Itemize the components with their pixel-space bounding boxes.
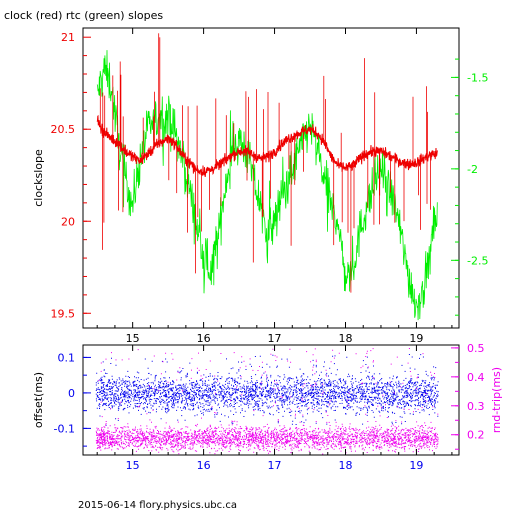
offset-points	[95, 354, 439, 426]
bottom-x-tick-label: 15	[126, 459, 140, 472]
bottom-left-y-tick-label: 0.1	[58, 351, 76, 364]
top-left-y-tick-label: 21	[61, 31, 75, 44]
clock-series-group	[96, 33, 438, 293]
bottom-right-y-tick-label: 0.3	[467, 400, 485, 413]
bottom-x-tick-label: 17	[268, 459, 282, 472]
top-x-tick-label: 17	[268, 332, 282, 345]
top-left-y-tick-label: 19.5	[51, 307, 76, 320]
bottom-x-tick-label: 19	[409, 459, 423, 472]
top-right-y-ticks: -1.5 -2 -2.5	[451, 58, 488, 316]
bottom-right-y-ticks: 0.5 0.4 0.3 0.2	[451, 342, 485, 450]
top-right-y-tick-label: -1.5	[467, 71, 488, 84]
top-panel: 15 16 17 18 19 21 20.5 20 19.5 -1.5 -2 -2.5 clock…	[32, 27, 488, 345]
footer-label: 2015-06-14 flory.physics.ubc.ca	[78, 500, 237, 511]
rtc-series-group	[96, 50, 438, 321]
top-left-y-tick-label: 20.5	[51, 123, 76, 136]
rtc-series-line	[96, 50, 438, 321]
top-x-tick-label: 16	[197, 332, 211, 345]
bottom-left-y-ticks: 0.1 0 -0.1	[54, 351, 91, 447]
offset-scatter	[95, 354, 439, 426]
top-x-tick-label: 15	[126, 332, 140, 345]
top-plot-frame	[82, 27, 460, 329]
top-right-y-tick-label: -2	[467, 163, 478, 176]
bottom-panel: 15 16 17 18 19 0.1 0 -0.1 0.5 0.4 0.3 0.2 offset(…	[32, 342, 503, 472]
bottom-plot-frame	[82, 344, 460, 456]
top-x-tick-label: 18	[338, 332, 352, 345]
top-left-y-tick-label: 20	[61, 215, 75, 228]
rnd-trip-points	[95, 348, 439, 455]
top-x-tick-label: 19	[409, 332, 423, 345]
bottom-right-y-axis-label: rnd-trip(ms)	[490, 367, 503, 433]
bottom-right-y-tick-label: 0.5	[467, 342, 485, 355]
bottom-right-y-tick-label: 0.2	[467, 429, 485, 442]
chart-title: clock (red) rtc (green) slopes	[4, 9, 163, 22]
top-y-axis-label: clockslope	[32, 149, 45, 207]
bottom-left-y-tick-label: 0	[68, 387, 75, 400]
bottom-left-y-axis-label: offset(ms)	[32, 372, 45, 428]
bottom-x-tick-label: 18	[338, 459, 352, 472]
round-trip-scatter	[95, 348, 439, 455]
top-left-y-ticks: 21 20.5 20 19.5	[51, 31, 91, 320]
bottom-x-tick-label: 16	[197, 459, 211, 472]
clock-series-line	[96, 114, 438, 177]
bottom-x-ticks: 15 16 17 18 19	[96, 345, 453, 472]
bottom-right-y-tick-label: 0.4	[467, 371, 485, 384]
top-right-y-tick-label: -2.5	[467, 254, 488, 267]
top-x-ticks: 15 16 17 18 19	[96, 28, 453, 345]
bottom-left-y-tick-label: -0.1	[54, 422, 75, 435]
